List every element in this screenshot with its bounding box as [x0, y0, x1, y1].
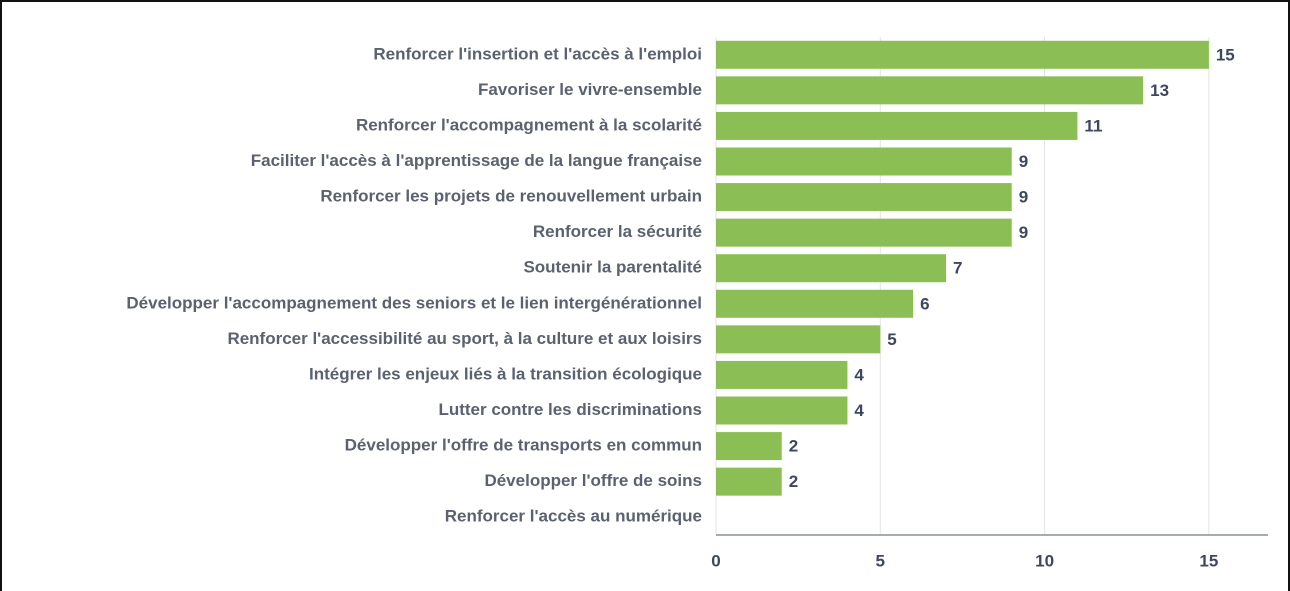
x-tick-label: 0	[711, 551, 720, 570]
value-label: 6	[920, 294, 929, 313]
x-tick-label: 15	[1199, 551, 1218, 570]
bar	[716, 360, 848, 389]
bar	[716, 396, 848, 425]
y-tick-label: Soutenir la parentalité	[523, 258, 702, 277]
y-tick-label: Favoriser le vivre-ensemble	[478, 80, 702, 99]
value-label: 4	[854, 365, 864, 384]
y-tick-label: Faciliter l'accès à l'apprentissage de l…	[251, 151, 702, 170]
y-tick-label: Développer l'offre de transports en comm…	[345, 436, 702, 455]
bar	[716, 111, 1078, 140]
bar	[716, 147, 1012, 176]
value-label: 2	[789, 437, 798, 456]
bar	[716, 289, 914, 318]
y-tick-label: Développer l'offre de soins	[484, 471, 702, 490]
value-label: 2	[789, 472, 798, 491]
value-label: 7	[953, 259, 962, 278]
y-tick-label: Lutter contre les discriminations	[438, 400, 702, 419]
bar	[716, 183, 1012, 212]
x-tick-label: 10	[1035, 551, 1054, 570]
y-tick-label: Renforcer l'accompagnement à la scolarit…	[356, 115, 702, 134]
bar	[716, 218, 1012, 247]
value-label: 5	[887, 330, 896, 349]
bar	[716, 40, 1209, 69]
value-label: 9	[1019, 188, 1028, 207]
value-label: 9	[1019, 152, 1028, 171]
y-tick-label: Renforcer l'accessibilité au sport, à la…	[227, 329, 702, 348]
value-label: 13	[1150, 81, 1169, 100]
y-tick-label: Renforcer la sécurité	[533, 222, 702, 241]
value-label: 11	[1084, 116, 1102, 135]
bar	[716, 325, 881, 354]
bar	[716, 254, 946, 283]
bar	[716, 432, 782, 461]
value-label: 4	[854, 401, 864, 420]
value-label: 9	[1019, 223, 1028, 242]
bar	[716, 467, 782, 496]
bar	[716, 76, 1144, 105]
y-tick-label: Renforcer l'accès au numérique	[445, 507, 702, 526]
x-tick-label: 5	[876, 551, 885, 570]
y-tick-label: Renforcer l'insertion et l'accès à l'emp…	[373, 44, 702, 63]
y-tick-label: Renforcer les projets de renouvellement …	[320, 187, 702, 206]
y-tick-label: Développer l'accompagnement des seniors …	[126, 293, 702, 312]
value-label: 15	[1216, 45, 1235, 64]
y-tick-label: Intégrer les enjeux liés à la transition…	[309, 364, 702, 383]
